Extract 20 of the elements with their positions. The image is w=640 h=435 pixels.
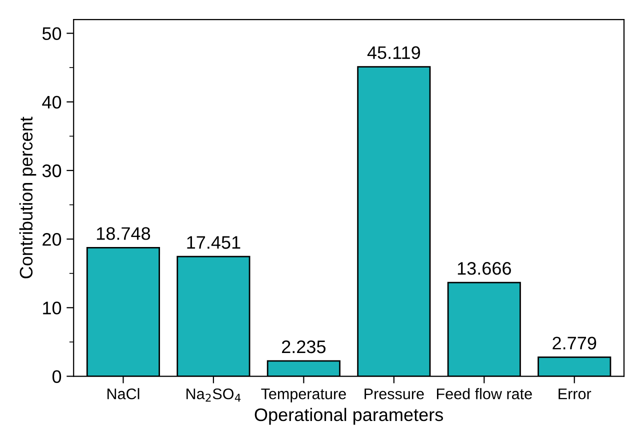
x-tick-label: NaCl — [108, 388, 140, 400]
y-tick-label: 50 — [42, 27, 62, 40]
data-label: 2.235 — [282, 340, 326, 354]
data-label: 2.779 — [552, 336, 596, 350]
y-tick-label: 20 — [42, 233, 62, 246]
data-label: 45.119 — [367, 46, 420, 60]
x-axis-title: Operational parameters — [254, 408, 443, 425]
x-tick-label: Temperature — [261, 388, 346, 402]
x-tick-label: Feed flow rate — [437, 388, 532, 400]
data-label: 17.451 — [187, 236, 240, 249]
y-tick-label: 10 — [43, 302, 62, 314]
y-axis-title: Contribution percent — [19, 116, 36, 278]
y-tick-label: 0 — [52, 370, 62, 383]
y-tick-label: 30 — [42, 164, 62, 178]
x-tick-label: Pressure — [364, 388, 424, 400]
data-label: 13.666 — [458, 262, 511, 275]
data-label: 18.748 — [96, 227, 150, 240]
x-tick-label: Na$_{2}$SO$_{4}$ — [186, 388, 241, 402]
y-tick-label: 40 — [42, 96, 62, 109]
x-tick-label: Error — [558, 388, 592, 400]
